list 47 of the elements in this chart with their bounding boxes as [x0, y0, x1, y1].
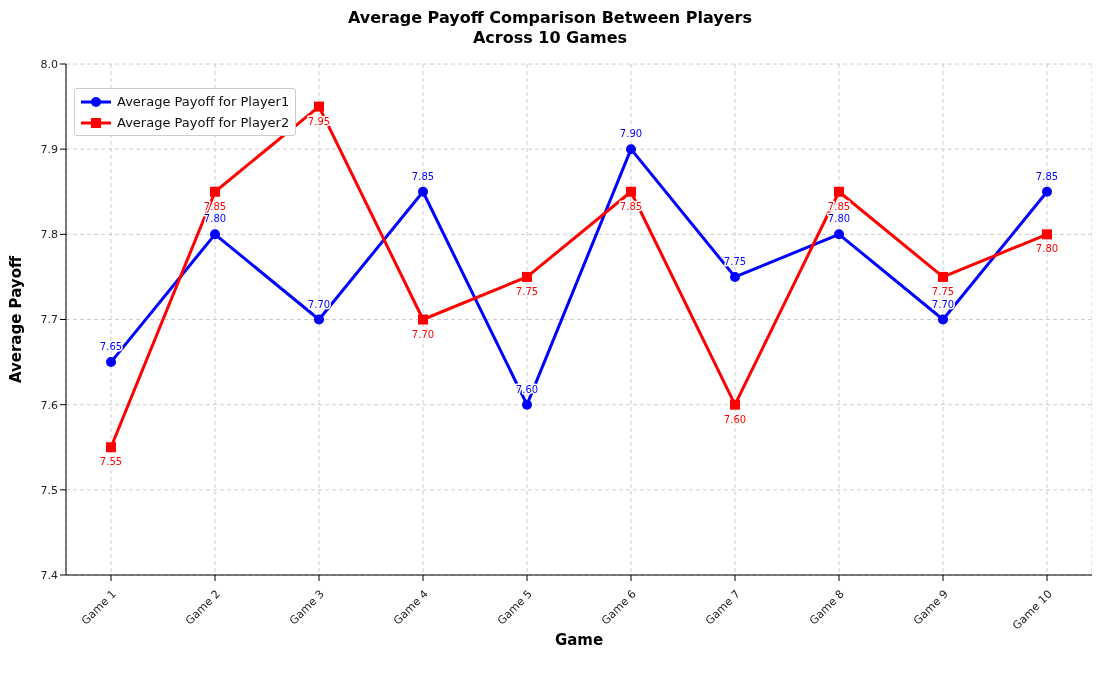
y-axis-title: Average Payoff [7, 255, 26, 384]
data-label: 7.80 [203, 213, 227, 225]
point [522, 399, 532, 410]
y-tick-label: 7.6 [40, 398, 58, 412]
data-label: 7.75 [515, 285, 539, 297]
data-label: 7.75 [931, 285, 955, 297]
point [1042, 186, 1052, 197]
data-label: 7.85 [1035, 170, 1059, 182]
point [210, 186, 220, 197]
point [106, 442, 116, 453]
data-label: 7.60 [723, 413, 747, 425]
y-tick-label: 7.5 [40, 483, 58, 497]
point [1042, 229, 1052, 240]
legend-label: Average Payoff for Player1 [117, 93, 290, 111]
y-tick-label: 7.8 [40, 228, 58, 242]
x-axis-title: Game [554, 631, 604, 649]
point [938, 271, 948, 282]
point [626, 186, 636, 197]
data-label: 7.85 [411, 170, 435, 182]
point [418, 186, 428, 197]
point [418, 314, 428, 325]
point [834, 229, 844, 240]
point [210, 229, 220, 240]
data-label: 7.90 [619, 128, 643, 140]
legend-label: Average Payoff for Player2 [117, 114, 290, 132]
point [730, 271, 740, 282]
point [626, 144, 636, 155]
data-label: 7.70 [931, 298, 955, 310]
data-label: 7.80 [827, 213, 851, 225]
data-label: 7.55 [99, 456, 123, 468]
data-label: 7.65 [99, 341, 123, 353]
point [314, 101, 324, 112]
point [730, 399, 740, 410]
point [314, 314, 324, 325]
y-tick-label: 7.9 [40, 143, 58, 157]
point [834, 186, 844, 197]
chart-title: Average Payoff Comparison Between Players Across 10 Games [346, 8, 754, 48]
data-label: 7.70 [307, 298, 331, 310]
data-label: 7.80 [1035, 243, 1059, 255]
point [522, 271, 532, 282]
y-tick-label: 8.0 [40, 57, 58, 71]
y-tick-label: 7.4 [40, 568, 58, 582]
point [106, 357, 116, 368]
y-tick-label: 7.7 [40, 313, 58, 327]
point [938, 314, 948, 325]
data-label: 7.70 [411, 328, 435, 340]
data-label: 7.75 [723, 255, 747, 267]
